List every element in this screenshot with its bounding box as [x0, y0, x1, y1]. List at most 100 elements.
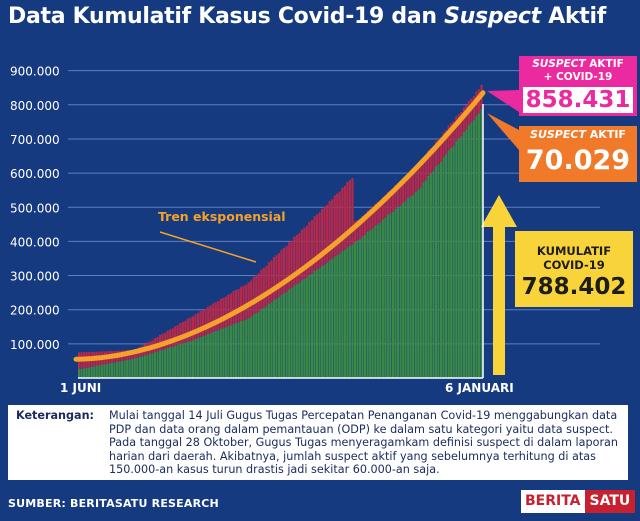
cumulative-bar — [141, 356, 144, 378]
cumulative-bar — [353, 242, 357, 378]
suspect-bar — [404, 176, 407, 202]
cumulative-bar — [199, 336, 202, 378]
suspect-value: 70.029 — [525, 145, 631, 176]
chart: 100.000 200.000 300.000 400.000 500.000 600.0… — [10, 65, 600, 395]
suspect-bar — [331, 199, 334, 260]
cumulative-bar — [300, 280, 303, 378]
cumulative-bar — [315, 269, 319, 378]
suspect-bar — [396, 183, 400, 208]
cumulative-bar — [290, 288, 293, 378]
suspect-bar — [285, 246, 288, 293]
suspect-bar — [207, 306, 210, 334]
suspect-bar — [391, 188, 395, 212]
cumulative-bar — [452, 145, 455, 378]
suspect-bar — [255, 275, 258, 313]
cumulative-bar — [227, 326, 230, 378]
cumulative-bar — [204, 335, 207, 378]
cumulative-value: 788.402 — [521, 274, 627, 300]
cumulative-bar — [232, 324, 235, 378]
suspect-bar — [348, 180, 351, 246]
cumulative-bar — [245, 319, 248, 378]
cumulative-bar — [285, 292, 288, 378]
cumulative-bar — [465, 129, 468, 378]
cumulative-bar — [257, 311, 260, 378]
suspect-bar — [343, 185, 346, 250]
suspect-bar — [424, 155, 427, 181]
suspect-bar — [333, 195, 336, 257]
cumulative-bar — [414, 191, 417, 378]
cumulative-bar — [138, 356, 141, 378]
suspect-bar — [321, 208, 324, 266]
suspect-bar — [293, 236, 296, 286]
cumulative-bar — [328, 260, 331, 378]
suspect-bar — [432, 145, 435, 172]
cumulative-bar — [437, 164, 440, 378]
suspect-bar — [359, 218, 362, 240]
cumulative-bar — [217, 330, 220, 378]
cumulative-bar — [184, 342, 187, 378]
suspect-bar — [318, 212, 321, 269]
suspect-bar — [227, 294, 230, 327]
suspect-bar — [346, 182, 349, 248]
suspect-bar — [326, 204, 329, 264]
suspect-bar — [437, 139, 440, 165]
cumulative-bar — [146, 354, 149, 378]
suspect-bar — [275, 255, 278, 299]
cumulative-bar — [376, 224, 379, 378]
suspect-bar — [267, 262, 270, 304]
cumulative-bar — [194, 339, 197, 378]
cumulative-bar — [402, 202, 405, 378]
suspect-bar — [212, 303, 215, 332]
cumulative-bar — [93, 366, 96, 378]
cumulative-bar — [310, 273, 314, 378]
suspect-bar — [217, 301, 220, 331]
trend-label-leader — [159, 231, 257, 263]
suspect-bar — [369, 209, 372, 231]
suspect-bar — [189, 317, 192, 341]
cumulative-bar — [379, 222, 382, 378]
cumulative-bar — [288, 289, 291, 378]
suspect-bar — [407, 173, 410, 198]
suspect-bar — [361, 215, 364, 237]
suspect-bar — [186, 318, 189, 342]
cumulative-bar — [475, 115, 478, 378]
suspect-bar — [427, 150, 430, 176]
cumulative-bar — [83, 368, 86, 378]
suspect-bar — [417, 164, 420, 190]
cumulative-bar — [222, 328, 225, 378]
suspect-bar — [278, 253, 281, 298]
cumulative-bar — [121, 361, 124, 378]
cumulative-bar — [429, 173, 432, 378]
cumulative-bar — [434, 166, 438, 378]
y-tick-label: 200.000 — [10, 304, 60, 318]
suspect-bar — [429, 148, 432, 174]
suspect-bar — [181, 321, 184, 344]
cumulative-bar — [113, 362, 116, 378]
suspect-bar — [328, 201, 331, 261]
cumulative-bar — [189, 341, 192, 378]
cumulative-bar — [88, 367, 91, 378]
note-label: Keterangan: — [16, 409, 95, 422]
cumulative-bar — [419, 187, 422, 378]
cumulative-bar — [247, 318, 250, 378]
suspect-bar — [202, 309, 205, 337]
suspect-bar — [229, 293, 233, 326]
y-tick-label: 300.000 — [10, 270, 60, 284]
y-tick-label: 100.000 — [10, 338, 60, 352]
cumulative-bar — [123, 360, 126, 378]
cumulative-bar — [118, 361, 121, 378]
cumulative-bar — [480, 108, 483, 379]
axes: 1 JUNI 6 JANUARI — [60, 377, 514, 395]
cumulative-bar — [336, 255, 339, 378]
x-tick-label: 1 JUNI — [60, 381, 101, 395]
suspect-bar — [305, 225, 308, 278]
cumulative-bar — [169, 347, 172, 378]
suspect-bar — [422, 157, 425, 183]
suspect-bar — [455, 116, 458, 142]
suspect-bar — [250, 280, 253, 317]
suspect-bar — [298, 233, 301, 283]
cumulative-bar — [260, 309, 263, 378]
cumulative-bar — [338, 253, 341, 378]
suspect-bar — [315, 214, 319, 270]
suspect-bar — [376, 202, 379, 225]
